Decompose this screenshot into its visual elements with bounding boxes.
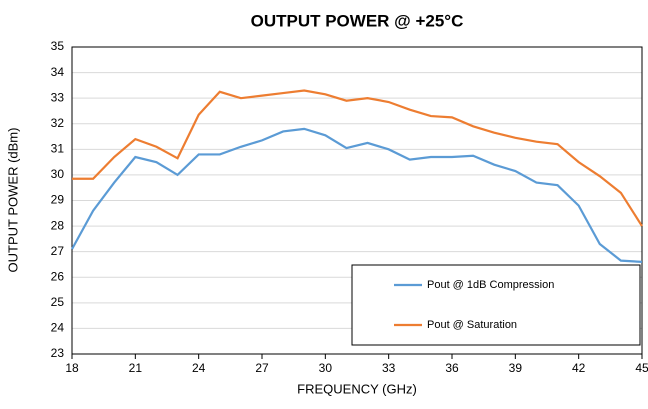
y-tick-label: 33	[51, 90, 65, 104]
x-tick-label: 21	[129, 361, 143, 375]
y-tick-label: 29	[51, 193, 65, 207]
y-tick-label: 26	[51, 269, 65, 283]
y-tick-label: 27	[51, 244, 65, 258]
y-tick-label: 28	[51, 218, 65, 232]
x-axis-label: FREQUENCY (GHz)	[297, 381, 417, 396]
y-tick-label: 34	[51, 65, 65, 79]
plot-border	[71, 46, 643, 355]
x-tick-label: 39	[509, 361, 523, 375]
legend-label: Pout @ 1dB Compression	[427, 279, 554, 291]
y-tick-label: 32	[51, 116, 65, 130]
x-tick-label: 30	[319, 361, 333, 375]
y-tick-label: 35	[51, 39, 65, 53]
y-tick-label: 25	[51, 295, 65, 309]
x-tick-label: 27	[255, 361, 269, 375]
legend-box	[351, 264, 641, 346]
y-tick-label: 24	[51, 321, 65, 335]
x-tick-label: 18	[65, 361, 79, 375]
x-tick-label: 45	[635, 361, 648, 375]
y-axis-label: OUTPUT POWER (dBm)	[5, 128, 20, 273]
series-line	[72, 89, 643, 227]
series-line	[71, 127, 643, 263]
chart-title: OUTPUT POWER @ +25°C	[251, 11, 464, 30]
legend-label: Pout @ Saturation	[427, 319, 517, 331]
x-tick-label: 42	[572, 361, 586, 375]
x-tick-label: 36	[445, 361, 459, 375]
y-tick-label: 23	[51, 346, 65, 360]
x-tick-label: 33	[382, 361, 396, 375]
y-tick-label: 30	[51, 167, 65, 181]
y-tick-label: 31	[51, 142, 65, 156]
x-tick-label: 24	[192, 361, 206, 375]
